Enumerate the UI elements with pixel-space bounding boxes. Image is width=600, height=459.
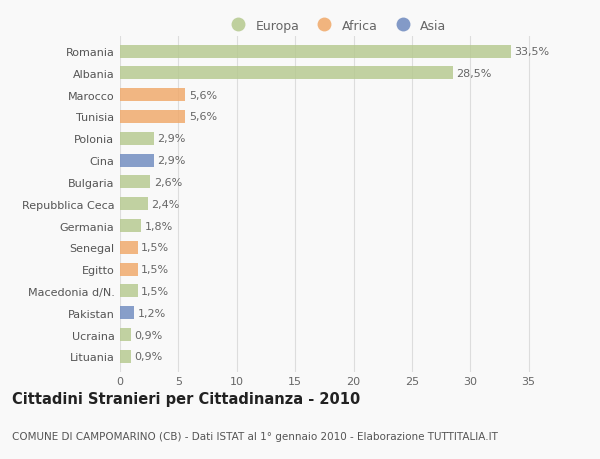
Text: 2,9%: 2,9% [157,134,186,144]
Bar [120,176,151,189]
Bar [120,307,134,319]
Bar [120,241,137,254]
Bar [120,285,137,298]
Bar [120,328,131,341]
Text: COMUNE DI CAMPOMARINO (CB) - Dati ISTAT al 1° gennaio 2010 - Elaborazione TUTTIT: COMUNE DI CAMPOMARINO (CB) - Dati ISTAT … [12,431,498,441]
Text: 33,5%: 33,5% [515,47,550,57]
Legend: Europa, Africa, Asia: Europa, Africa, Asia [221,15,452,38]
Text: 5,6%: 5,6% [189,112,217,122]
Text: Cittadini Stranieri per Cittadinanza - 2010: Cittadini Stranieri per Cittadinanza - 2… [12,391,360,406]
Bar [120,219,141,233]
Bar [120,154,154,167]
Text: 0,9%: 0,9% [134,352,162,362]
Bar [120,111,185,124]
Text: 1,5%: 1,5% [141,286,169,296]
Bar [120,89,185,102]
Text: 2,6%: 2,6% [154,178,182,187]
Text: 2,4%: 2,4% [152,199,180,209]
Text: 2,9%: 2,9% [157,156,186,166]
Bar [120,45,511,58]
Text: 1,2%: 1,2% [137,308,166,318]
Text: 0,9%: 0,9% [134,330,162,340]
Bar [120,133,154,146]
Text: 1,5%: 1,5% [141,264,169,274]
Bar [120,198,148,211]
Text: 1,5%: 1,5% [141,243,169,253]
Bar [120,263,137,276]
Text: 5,6%: 5,6% [189,90,217,101]
Text: 1,8%: 1,8% [145,221,173,231]
Bar [120,350,131,363]
Bar [120,67,453,80]
Text: 28,5%: 28,5% [456,69,491,78]
